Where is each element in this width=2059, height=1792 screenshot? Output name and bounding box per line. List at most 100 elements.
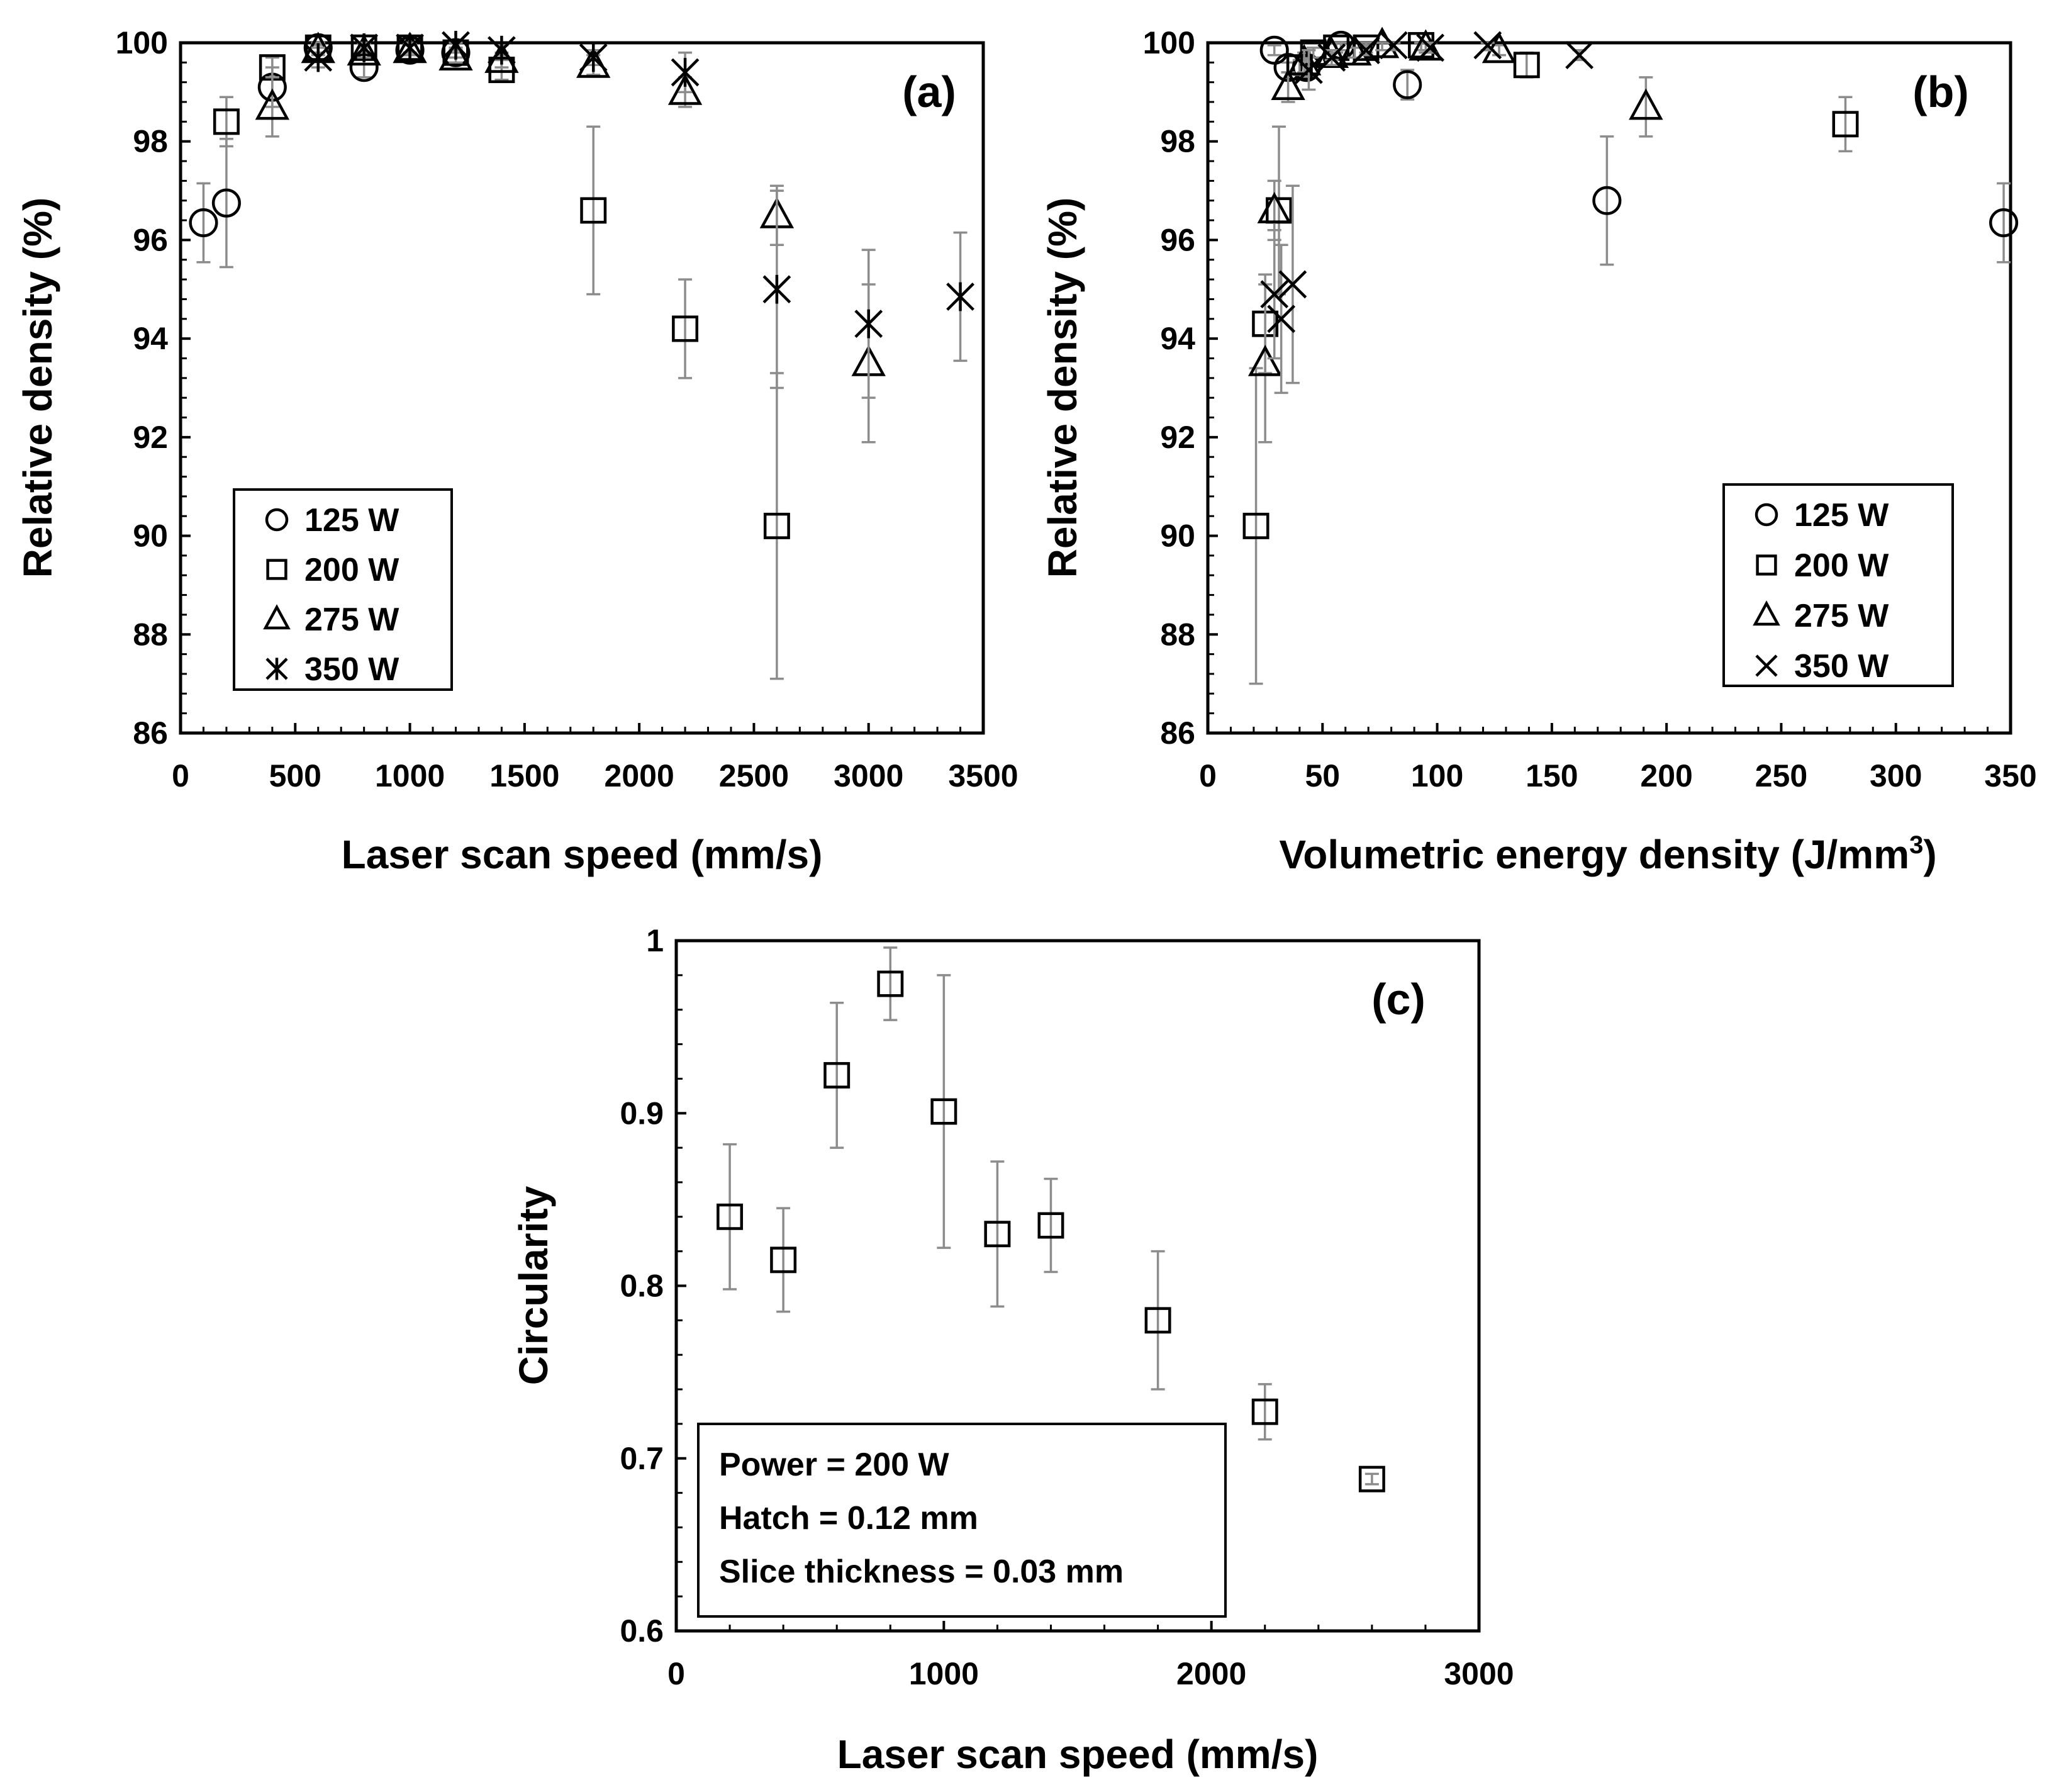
y-tick-label: 90 [1160,518,1195,554]
error-bar [586,125,601,296]
x-tick-label: 0 [667,1656,685,1691]
error-bar [990,1160,1005,1308]
data-point [1260,280,1289,309]
y-tick-label: 88 [1160,617,1195,652]
legend-label: 350 W [1794,648,1889,685]
y-tick-label: 1 [646,923,664,958]
error-bar [1044,1177,1058,1274]
x-tick-label: 3500 [948,758,1018,793]
x-tick-label: 3000 [1444,1656,1514,1691]
x-axis-label: Laser scan speed (mm/s) [342,832,823,877]
data-point [1393,70,1422,99]
legend-entry: 350 W [265,651,399,688]
y-tick-label: 0.9 [620,1095,664,1131]
y-tick-label: 96 [133,222,168,257]
error-bar [1600,135,1614,266]
panel-label: (c) [1371,975,1426,1024]
data-point [488,35,516,65]
y-tick-label: 98 [133,124,168,159]
triangle-marker [263,604,291,630]
series-200-w [717,946,1385,1492]
data-point [770,1246,797,1274]
marker-stroke [1416,33,1445,62]
panel-label: (b) [1912,67,1968,116]
legend-entry: 200 W [1756,547,1889,584]
x-tick-label: 3000 [834,758,903,793]
series-125-w [1259,30,2019,266]
marker-stroke [1317,43,1346,72]
data-point [347,34,381,66]
data-point [1379,31,1408,60]
marker-stroke [1267,305,1296,333]
error-bar [769,372,784,680]
x-axis-label: Volumetric energy density (J/mm3) [1279,831,1936,877]
x-tick-label: 0 [172,758,189,793]
data-point [1832,111,1859,138]
series-layer [1242,26,2019,685]
series-275-w [1247,26,1663,444]
y-tick-label: 90 [133,518,168,554]
marker-stroke [1379,31,1408,60]
data-point [717,1203,744,1230]
panel-b: 0 50 100 150 200 250 300 350 86 88 90 92 94 96 98 100 (… [1040,25,2037,877]
error-bar [723,1143,737,1291]
data-point [189,208,218,238]
error-bar [265,76,279,138]
axis-ticks: 0 50 100 150 200 250 300 350 86 88 90 92 94 96 98 100 [1143,25,2037,793]
annotation-power: Power = 200 W [719,1447,950,1483]
triangle-marker [1753,600,1780,626]
error-bar [1639,76,1653,138]
data-point [854,309,883,339]
legend-entry: 275 W [263,602,399,638]
error-bar [1258,1383,1272,1441]
x-tick-label: 2000 [1176,1656,1246,1691]
y-tick-label: 0.6 [620,1613,664,1649]
y-tick-label: 98 [1160,124,1195,159]
error-bar [1151,1250,1165,1391]
y-axis-label: Relative density (%) [15,198,60,578]
x-axis-label-suffix: ) [1923,832,1936,877]
legend-label: 275 W [1794,598,1889,634]
legend-entry: 350 W [1755,648,1889,685]
data-point [579,43,608,72]
data-point [304,43,333,72]
asterisk-marker [265,658,288,680]
legend-label: 125 W [304,502,399,539]
data-point [350,33,379,62]
data-point [1251,1398,1278,1425]
legend: 125 W 200 W 275 W 350 W [233,488,453,691]
data-point [1247,344,1283,376]
error-bar [1400,69,1415,101]
x-tick-label: 1000 [909,1656,979,1691]
x-axis-label-main: Volumetric energy density (J/mm [1279,832,1909,877]
legend-label: 125 W [1794,497,1889,534]
series-layer [189,31,974,680]
legend-box [1722,483,1954,687]
x-tick-label: 200 [1640,758,1692,793]
data-point [1144,1307,1171,1334]
x-tick-label: 1500 [489,758,559,793]
data-point [984,1221,1011,1248]
legend: 125 W 200 W 275 W 350 W [1722,483,1954,687]
error-bar [1838,96,1853,153]
error-bar [219,96,233,148]
series-350-w [1260,31,1593,395]
data-point [1989,208,2019,238]
x-tick-label: 1000 [375,758,445,793]
square-marker [1756,554,1777,576]
data-point [763,512,790,539]
error-bar [1249,367,1263,685]
y-tick-label: 96 [1160,222,1195,257]
data-point [211,188,241,218]
data-point [946,282,974,311]
error-bar [937,974,951,1249]
plot-frame [179,41,985,735]
series-layer [717,946,1385,1492]
data-point [438,39,473,70]
panel-label: (a) [902,67,956,116]
square-marker [266,559,287,580]
y-tick-label: 0.8 [620,1268,664,1304]
y-tick-label: 92 [1160,420,1195,455]
data-point [442,31,470,60]
